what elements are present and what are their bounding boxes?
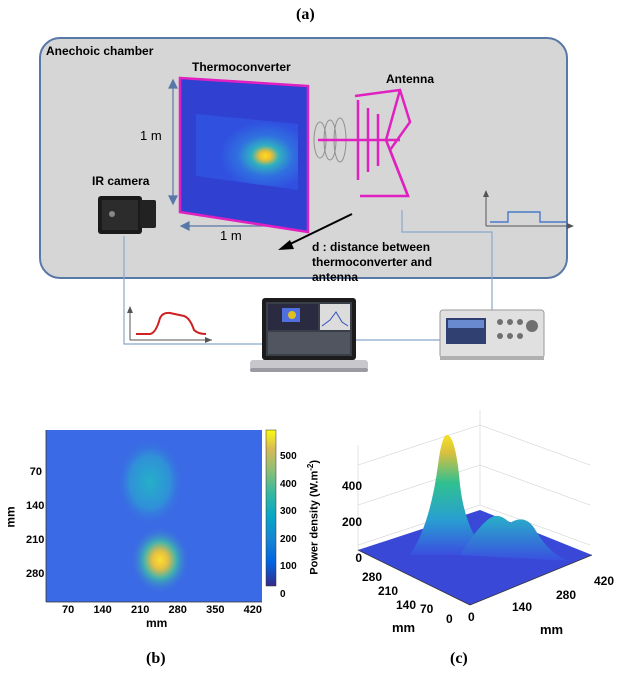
- camera-wire: [123, 236, 262, 345]
- colorbar-label-sup: -2: [306, 463, 316, 471]
- surface-y-tick: 210: [378, 584, 399, 598]
- y-tick: 70: [29, 466, 42, 478]
- distance-label: d : distance between thermoconverter and…: [312, 240, 432, 285]
- x-tick: 420: [243, 604, 262, 616]
- colorbar-tick: 100: [280, 561, 297, 572]
- heatmap-y-ticks: 70 140 210 280: [26, 455, 45, 591]
- panel-c-label: (c): [450, 650, 468, 667]
- ir-camera-icon: [98, 196, 156, 234]
- surface-bump: [460, 515, 570, 561]
- heatmap-peak-spot: [130, 526, 190, 594]
- colorbar-label: Power density (W.m-2): [306, 460, 321, 575]
- z-tick: 200: [341, 515, 362, 529]
- colorbar-tick: 200: [280, 533, 297, 545]
- ir-camera-label: IR camera: [92, 174, 150, 188]
- setup-diagram: [39, 37, 574, 372]
- distance-line-2: thermoconverter and: [312, 255, 433, 269]
- surface-z-ticks: 400 200 0: [338, 468, 362, 576]
- x-tick: 280: [168, 604, 187, 616]
- thermoconverter-hotspot: [196, 114, 298, 190]
- colorbar-tick: 300: [280, 506, 297, 517]
- colorbar-ticks: 500 400 300 200 100 0: [280, 443, 297, 608]
- colorbar-tick: 500: [280, 451, 297, 462]
- x-tick: 70: [62, 604, 75, 616]
- panel-a-label: (a): [296, 6, 315, 23]
- heatmap-x-ticks: 70 140 210 280 350 420: [62, 604, 262, 616]
- surface-chart: [357, 410, 593, 606]
- surface-x-label: mm: [540, 622, 564, 637]
- x-tick: 210: [130, 604, 150, 616]
- surface-y-tick: 140: [396, 598, 417, 612]
- surface-y-tick: 70: [420, 602, 434, 616]
- distance-arrow: [278, 213, 353, 250]
- antenna: [318, 88, 412, 198]
- surface-y-tick: 280: [362, 570, 383, 584]
- surface-x-tick: 420: [594, 574, 615, 588]
- thermoconverter-label: Thermoconverter: [192, 60, 291, 74]
- surface-x-tick: 140: [512, 600, 533, 614]
- z-tick: 0: [355, 551, 362, 565]
- panel-b-label: (b): [146, 650, 166, 667]
- distance-line-3: antenna: [312, 270, 359, 284]
- distance-line-1: d : distance between: [312, 240, 431, 254]
- antenna-wire: [401, 210, 493, 312]
- heatmap-y-label: mm: [3, 506, 18, 528]
- y-tick: 140: [26, 500, 45, 512]
- colorbar-label-end: ): [308, 459, 321, 464]
- chamber-label: Anechoic chamber: [46, 44, 154, 58]
- colorbar: [265, 429, 277, 587]
- colorbar-tick: 400: [280, 478, 297, 490]
- laptop-icon: [250, 298, 368, 372]
- y-tick: 280: [26, 568, 45, 580]
- colorbar-tick: 0: [280, 588, 286, 600]
- surface-x-tick: 280: [556, 588, 577, 602]
- heatmap-chart: [45, 429, 277, 603]
- surface-y-tick: 0: [446, 612, 453, 626]
- heatmap-secondary-spot: [116, 438, 184, 526]
- antenna-label: Antenna: [386, 72, 434, 86]
- colorbar-label-text: Power density (W.m: [308, 470, 321, 575]
- x-tick: 140: [93, 604, 112, 616]
- surface-x-tick: 0: [468, 610, 475, 624]
- z-tick: 400: [341, 479, 362, 493]
- heatmap-x-label: mm: [146, 616, 168, 630]
- surface-peak: [410, 434, 490, 555]
- pulse-signal-plot: [483, 190, 574, 229]
- thermal-response-plot: [127, 306, 212, 343]
- size-vertical-label: 1 m: [140, 128, 162, 143]
- size-horizontal-label: 1 m: [220, 228, 242, 243]
- signal-generator-icon: [439, 309, 545, 360]
- surface-y-label: mm: [392, 620, 416, 635]
- y-tick: 210: [26, 534, 45, 546]
- x-tick: 350: [206, 604, 225, 616]
